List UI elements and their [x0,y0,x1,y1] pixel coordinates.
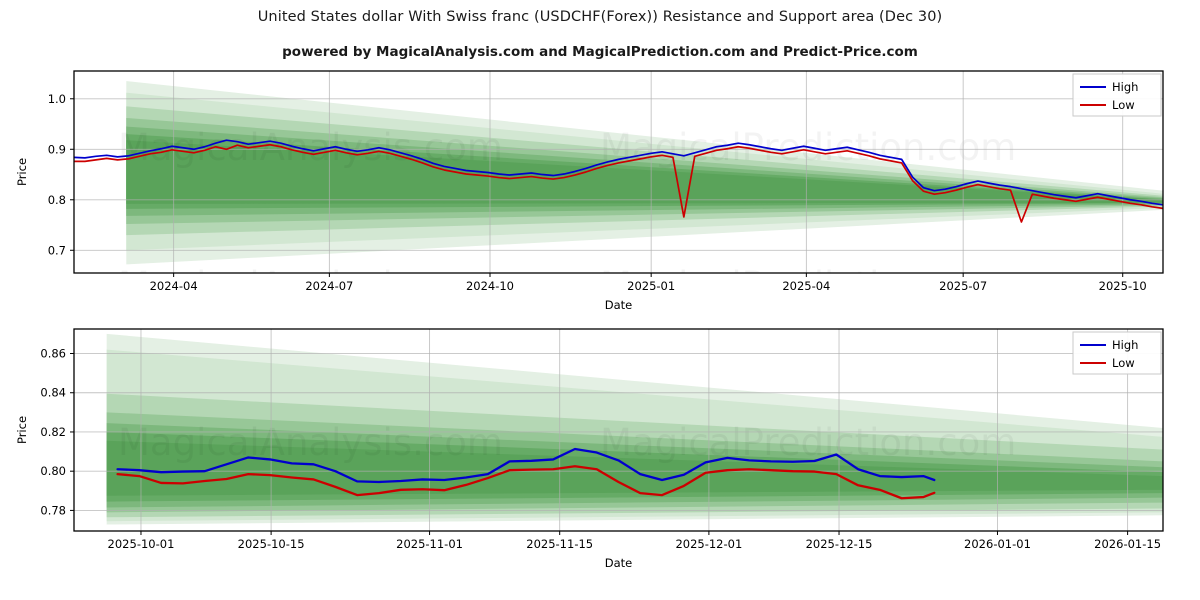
y-tick-label: 0.9 [48,142,66,156]
y-axis: 0.78 0.80 0.82 0.84 0.86 [40,347,74,517]
series-group [116,447,936,500]
x-tick-label: 2025-12-15 [806,537,873,551]
zoom-forecast-chart-panel: MagicalAnalysis.com MagicalPrediction.com… [0,320,1200,600]
x-tick-label: 2025-11-01 [396,537,463,551]
series-line-low [74,143,1163,223]
x-tick-label: 2025-04 [782,279,830,293]
x-tick-label: 2024-10 [466,279,514,293]
support-resistance-bands [126,81,1163,265]
grid-lines [74,329,1163,531]
x-axis: 2024-04 2024-07 2024-10 2025-01 2025-04 2025-… [150,273,1147,293]
page-subtitle: powered by MagicalAnalysis.com and Magic… [282,44,918,60]
y-axis-label: Price [15,416,29,444]
series-line-high [116,447,936,484]
y-tick-label: 0.80 [40,464,66,478]
watermark-text: MagicalAnalysis.com [118,421,503,464]
legend-label-high: High [1112,338,1138,352]
y-tick-label: 0.78 [40,503,66,517]
watermark-text: MagicalPrediction.com [600,264,1016,307]
chart-legend[interactable]: High Low [1072,73,1162,117]
x-axis-label: Date [605,556,633,570]
y-axis-label: Price [15,158,29,186]
x-tick-label: 2025-11-15 [526,537,593,551]
y-axis: 0.7 0.8 0.9 1.0 [48,92,74,257]
y-tick-label: 0.82 [40,425,66,439]
legend-label-low: Low [1112,356,1135,370]
y-tick-label: 1.0 [48,92,66,106]
legend-label-high: High [1112,80,1138,94]
x-tick-label: 2025-10-01 [108,537,175,551]
x-tick-label: 2026-01-15 [1094,537,1161,551]
page-title: United States dollar With Swiss franc (U… [257,9,943,25]
band-core [126,140,1163,204]
series-line-low [116,465,936,500]
watermark-group: MagicalAnalysis.com MagicalPrediction.com [118,421,1016,464]
x-tick-label: 2025-10 [1099,279,1147,293]
legend-label-low: Low [1112,98,1135,112]
watermark-text: MagicalPrediction.com [600,421,1016,464]
plot-frame [73,70,1164,274]
x-tick-label: 2025-07 [939,279,987,293]
x-tick-label: 2025-12-01 [675,537,742,551]
series-group [74,139,1163,223]
legend-box [1072,331,1162,375]
y-tick-label: 0.7 [48,243,66,257]
y-tick-label: 0.8 [48,193,66,207]
legend-box [1072,73,1162,117]
main-history-chart-svg: MagicalAnalysis.com MagicalPrediction.com… [15,70,1164,312]
watermark-text: MagicalAnalysis.com [118,264,503,307]
main-history-chart-panel: MagicalAnalysis.com MagicalPrediction.com… [0,60,1200,315]
plot-frame [73,328,1164,532]
x-tick-label: 2024-04 [150,279,198,293]
x-tick-label: 2026-01-01 [964,537,1031,551]
x-tick-label: 2025-10-15 [238,537,305,551]
y-tick-label: 0.84 [40,386,66,400]
x-axis: 2025-10-01 2025-10-15 2025-11-01 2025-11-15… [108,531,1161,551]
x-tick-label: 2024-07 [305,279,353,293]
y-tick-label: 0.86 [40,347,66,361]
zoom-forecast-chart-svg: MagicalAnalysis.com MagicalPrediction.com… [15,328,1164,570]
series-line-high [74,139,1163,206]
x-axis-label: Date [605,298,633,312]
chart-legend[interactable]: High Low [1072,331,1162,375]
x-tick-label: 2025-01 [627,279,675,293]
